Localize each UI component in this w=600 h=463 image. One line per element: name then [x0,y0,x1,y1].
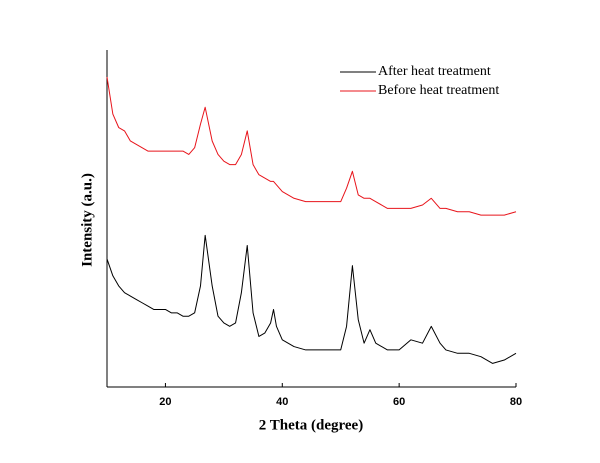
x-tick-label: 20 [159,396,171,408]
legend-label: Before heat treatment [378,83,499,98]
y-axis-title: Intensity (a.u.) [79,173,95,267]
line-series [106,234,517,364]
x-tick-label: 80 [510,396,522,408]
x-tick-label: 60 [393,396,405,408]
x-axis-title: 2 Theta (degree) [259,417,363,433]
x-tick-label: 40 [276,396,288,408]
line-series [106,76,517,216]
legend-label: After heat treatment [378,64,491,79]
